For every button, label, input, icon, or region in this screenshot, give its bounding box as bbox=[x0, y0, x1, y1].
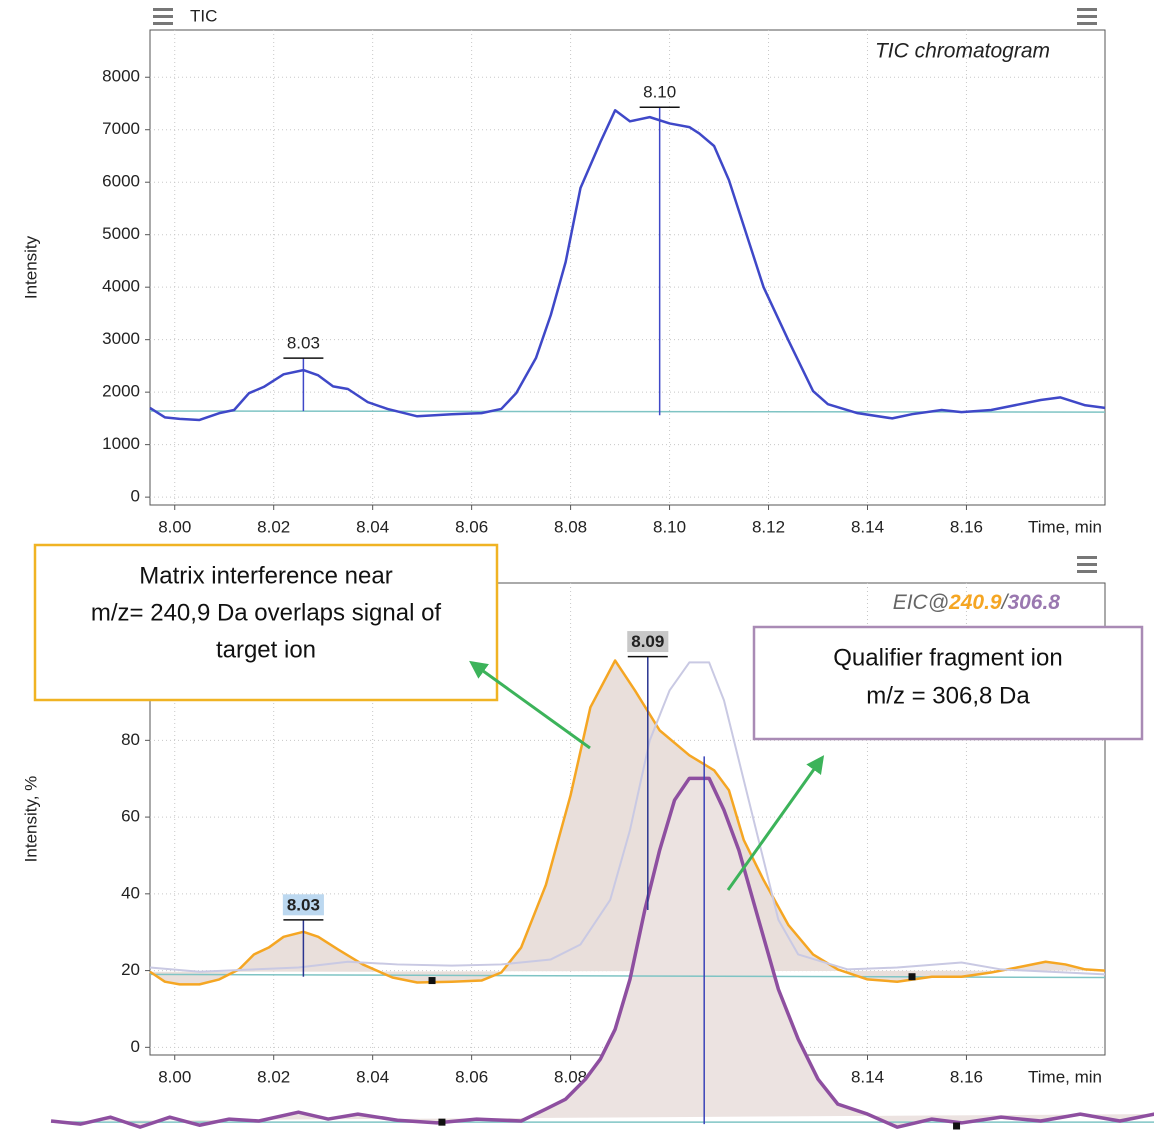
y-tick-label: 0 bbox=[131, 1037, 140, 1056]
y-tick-label: 7000 bbox=[102, 119, 140, 138]
plots: 0 1000 2000 3000 4000 5000 6000 7000 8000 8.00 8.0… bbox=[21, 29, 1154, 1130]
plot-frame bbox=[149, 29, 1106, 506]
x-tick-label: 8.04 bbox=[356, 1067, 389, 1086]
x-tick-label: 8.00 bbox=[158, 1067, 191, 1086]
y-tick-label: 1000 bbox=[102, 434, 140, 453]
menu-icon[interactable] bbox=[1077, 8, 1097, 25]
annotation-text: m/z = 306,8 Da bbox=[866, 682, 1030, 709]
title-part: / bbox=[1000, 591, 1010, 614]
y-tick-label: 60 bbox=[121, 807, 140, 826]
x-tick-label: 8.02 bbox=[257, 1067, 290, 1086]
line bbox=[149, 109, 1106, 422]
x-tick-label: 8.14 bbox=[851, 517, 884, 536]
annotation-text: Matrix interference near bbox=[139, 562, 392, 589]
x-tick-label: 8.08 bbox=[554, 1067, 587, 1086]
line bbox=[149, 659, 1106, 986]
x-tick-label: 8.02 bbox=[257, 517, 290, 536]
line bbox=[149, 410, 1106, 413]
x-tick-label: 8.04 bbox=[356, 517, 389, 536]
annotations: Matrix interference near m/z= 240,9 Da o… bbox=[33, 543, 1144, 891]
title-part: 240.9 bbox=[948, 591, 1002, 614]
y-tick-label: 2000 bbox=[102, 382, 140, 401]
y-axis-label: Intensity bbox=[21, 235, 40, 299]
x-tick-label: 8.06 bbox=[455, 1067, 488, 1086]
peak-label: 8.03 bbox=[287, 334, 320, 353]
y-tick-label: 4000 bbox=[102, 277, 140, 296]
x-axis-label: Time, min bbox=[1028, 1067, 1102, 1086]
annotation-box bbox=[33, 543, 499, 702]
y-tick-label: 40 bbox=[121, 883, 140, 902]
boundary-marker bbox=[908, 973, 916, 981]
x-tick-label: 8.06 bbox=[455, 517, 488, 536]
peak-label-bg bbox=[627, 631, 669, 653]
annotation-text: target ion bbox=[216, 636, 316, 663]
boundary-marker bbox=[428, 977, 436, 985]
line bbox=[50, 776, 1154, 1129]
line bbox=[149, 661, 1106, 976]
x-tick-label: 8.12 bbox=[752, 517, 785, 536]
x-tick-label: 8.08 bbox=[554, 517, 587, 536]
peak-label: 8.03 bbox=[287, 895, 320, 914]
menu-icon[interactable] bbox=[153, 8, 173, 25]
panel-title: TIC bbox=[190, 6, 217, 25]
title-part: 306.8 bbox=[1007, 591, 1060, 614]
y-tick-label: 0 bbox=[131, 487, 140, 506]
y-tick-label: 80 bbox=[121, 730, 140, 749]
annotation-box bbox=[752, 625, 1144, 741]
menu-icon[interactable] bbox=[1077, 556, 1097, 573]
boundary-marker bbox=[953, 1122, 961, 1130]
peak-label: 8.10 bbox=[643, 83, 676, 102]
annotation-text: Qualifier fragment ion bbox=[833, 644, 1062, 671]
chart-title: EIC@240.9/306.8 bbox=[893, 591, 1061, 614]
arrow bbox=[469, 660, 591, 750]
peak-label-bg bbox=[282, 894, 324, 916]
x-tick-label: 8.16 bbox=[950, 1067, 983, 1086]
area bbox=[150, 660, 1105, 985]
y-axis-label: Intensity, % bbox=[21, 776, 40, 863]
x-tick-label: 8.14 bbox=[851, 1067, 884, 1086]
boundary-marker bbox=[438, 1118, 446, 1126]
x-tick-label: 8.10 bbox=[653, 517, 686, 536]
chart-title: TIC chromatogram bbox=[875, 40, 1050, 63]
peak-label: 8.09 bbox=[631, 632, 664, 651]
x-tick-label: 8.00 bbox=[158, 517, 191, 536]
annotation-text: m/z= 240,9 Da overlaps signal of bbox=[91, 599, 442, 626]
y-tick-label: 5000 bbox=[102, 224, 140, 243]
y-tick-label: 8000 bbox=[102, 67, 140, 86]
x-axis-label: Time, min bbox=[1028, 517, 1102, 536]
title-part: EIC@ bbox=[893, 591, 949, 614]
y-tick-label: 3000 bbox=[102, 329, 140, 348]
arrow bbox=[726, 755, 825, 891]
x-tick-label: 8.16 bbox=[950, 517, 983, 536]
y-tick-label: 20 bbox=[121, 960, 140, 979]
y-tick-label: 6000 bbox=[102, 172, 140, 191]
